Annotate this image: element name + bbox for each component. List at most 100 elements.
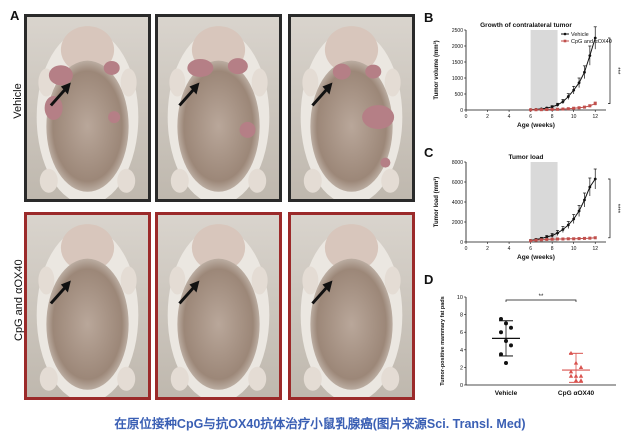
chart-b-x-tick-label: 10 bbox=[571, 114, 577, 120]
tumor-mass bbox=[103, 60, 120, 75]
row-label-vehicle: Vehicle bbox=[12, 83, 24, 119]
mouse-photo-treated-1 bbox=[24, 212, 151, 400]
chart-b-x-tick-label: 4 bbox=[508, 114, 511, 120]
chart-b-point bbox=[550, 107, 554, 111]
tumor-mass bbox=[44, 96, 63, 120]
chart-b-point bbox=[582, 105, 586, 109]
chart-b-x-tick-label: 6 bbox=[529, 114, 532, 120]
chart-b-point bbox=[588, 54, 592, 57]
panel-c-letter: C bbox=[424, 145, 434, 160]
chart-d-point bbox=[509, 343, 513, 348]
chart-c-point bbox=[545, 235, 549, 239]
chart-c-point bbox=[529, 239, 533, 243]
mouse-photo-treated-2 bbox=[155, 212, 282, 400]
chart-d-y-tick-label: 8 bbox=[460, 313, 463, 319]
chart-d-y-tick-label: 10 bbox=[457, 295, 463, 301]
chart-b-legend-label-0: Vehicle bbox=[571, 32, 589, 38]
chart-c-point bbox=[566, 223, 570, 227]
arrow-icon bbox=[178, 82, 200, 107]
chart-b-point bbox=[539, 108, 543, 112]
chart-c-x-tick-label: 2 bbox=[486, 246, 489, 252]
mouse-body bbox=[310, 258, 393, 390]
chart-d-point bbox=[568, 369, 574, 374]
chart-b-y-tick-label: 2000 bbox=[452, 44, 463, 50]
chart-c-point bbox=[588, 236, 592, 240]
chart-c-y-tick-label: 2000 bbox=[452, 220, 463, 226]
chart-b-point bbox=[561, 107, 565, 111]
chart-d-category-label-1: CpG αOX40 bbox=[558, 390, 595, 397]
chart-c-y-tick-label: 0 bbox=[460, 240, 463, 246]
chart-b-y-label: Tumor volume (mm³) bbox=[433, 40, 440, 99]
chart-b-point bbox=[566, 95, 570, 98]
figure-caption: 在原位接种CpG与抗OX40抗体治疗小鼠乳腺癌(图片来源Sci. Transl.… bbox=[114, 417, 526, 431]
chart-d-y-tick-label: 2 bbox=[460, 365, 463, 371]
chart-d-category-label-0: Vehicle bbox=[495, 390, 518, 397]
mouse-photo-vehicle-1 bbox=[24, 14, 151, 202]
chart-c-point bbox=[583, 198, 586, 202]
chart-d-y-label: Tumor-positive mammary fat pads bbox=[440, 296, 446, 385]
chart-c-x-tick-label: 0 bbox=[465, 246, 468, 252]
tumor-mass bbox=[227, 58, 248, 75]
chart-c-point bbox=[550, 237, 554, 241]
chart-c-point bbox=[534, 238, 538, 242]
chart-c-point bbox=[572, 217, 576, 221]
chart-b-point bbox=[583, 70, 586, 74]
chart-c-point bbox=[577, 237, 581, 241]
chart-b-shaded-region bbox=[530, 30, 558, 110]
mouse-body bbox=[310, 60, 393, 192]
chart-c-point bbox=[582, 236, 586, 240]
chart-d-point bbox=[499, 317, 503, 321]
chart-c-shaded-region bbox=[530, 162, 558, 242]
chart-d-point bbox=[578, 365, 584, 369]
chart-c-x-tick-label: 8 bbox=[551, 246, 554, 252]
panel-a-letter: A bbox=[10, 8, 20, 23]
arrow-icon bbox=[49, 82, 71, 107]
chart-d-y-tick-label: 6 bbox=[460, 330, 463, 336]
chart-d-point bbox=[578, 373, 584, 378]
chart-b-significance-label: *** bbox=[614, 67, 620, 75]
chart-tumor-load: 0 2000 4000 6000 8000 0 2 4 6 8 10 12 Tumor load Age … bbox=[433, 154, 620, 261]
arrow-icon bbox=[311, 280, 333, 305]
chart-b-x-tick-label: 2 bbox=[486, 114, 489, 120]
tumor-mass bbox=[187, 58, 214, 77]
chart-c-point bbox=[545, 237, 549, 241]
mouse-body bbox=[46, 60, 129, 192]
arrow-icon bbox=[178, 280, 200, 305]
tumor-mass bbox=[380, 157, 391, 168]
chart-b-point bbox=[556, 103, 559, 107]
chart-c-point bbox=[550, 234, 554, 237]
chart-b-legend-label-1: CpG and αOX40 bbox=[571, 39, 612, 45]
chart-c-point bbox=[539, 238, 543, 242]
chart-b-point bbox=[588, 104, 592, 108]
mouse-photo-vehicle-2 bbox=[155, 14, 282, 202]
chart-b-point bbox=[566, 107, 570, 111]
chart-d-point bbox=[578, 378, 584, 383]
chart-c-significance-label: **** bbox=[614, 204, 620, 214]
chart-b-point bbox=[556, 107, 560, 111]
chart-b-point bbox=[529, 108, 533, 112]
chart-d-point bbox=[509, 325, 513, 330]
chart-b-point bbox=[561, 100, 565, 104]
panel-b-letter: B bbox=[424, 10, 434, 25]
tumor-mass bbox=[108, 111, 121, 124]
chart-c-x-tick-label: 6 bbox=[529, 246, 532, 252]
mouse-body bbox=[177, 60, 260, 192]
chart-b-x-tick-label: 8 bbox=[551, 114, 554, 120]
chart-b-y-tick-label: 1500 bbox=[452, 60, 463, 66]
chart-b-point bbox=[550, 105, 554, 109]
chart-c-y-tick-label: 4000 bbox=[452, 200, 463, 206]
arrow-icon bbox=[311, 82, 333, 107]
chart-c-y-tick-label: 6000 bbox=[452, 180, 463, 186]
chart-c-point bbox=[556, 231, 559, 235]
chart-c-point bbox=[561, 228, 565, 231]
chart-c-point bbox=[593, 236, 597, 240]
chart-b-title: Growth of contralateral tumor bbox=[480, 22, 572, 29]
chart-b-point bbox=[572, 88, 576, 92]
chart-c-point bbox=[577, 209, 581, 213]
chart-d-point bbox=[568, 373, 574, 378]
chart-c-point bbox=[556, 237, 560, 241]
mouse-photo-vehicle-3 bbox=[288, 14, 415, 202]
chart-b-point bbox=[534, 108, 538, 112]
chart-b-significance-bracket bbox=[608, 37, 611, 104]
chart-c-point bbox=[572, 237, 576, 241]
